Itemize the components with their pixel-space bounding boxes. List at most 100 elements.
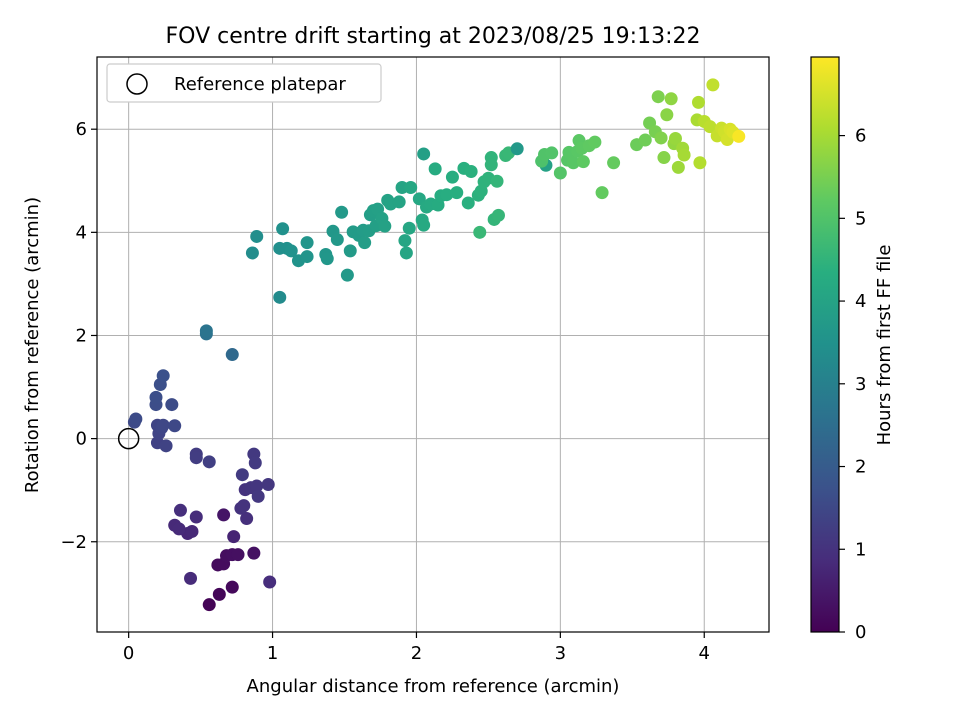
- data-point: [149, 390, 163, 404]
- data-point: [225, 348, 239, 362]
- data-point: [654, 131, 668, 145]
- chart-title: FOV centre drift starting at 2023/08/25 …: [166, 24, 701, 49]
- data-point: [165, 398, 179, 412]
- colorbar-gradient: [810, 56, 840, 633]
- data-point: [553, 166, 567, 180]
- data-point: [225, 580, 239, 594]
- data-point: [595, 186, 609, 200]
- data-point: [276, 222, 290, 236]
- data-point: [250, 229, 264, 243]
- data-point: [231, 548, 245, 562]
- data-point: [473, 225, 487, 239]
- data-point: [660, 108, 674, 122]
- data-point: [217, 508, 231, 522]
- data-point: [545, 146, 559, 160]
- data-point: [202, 455, 216, 469]
- data-point: [212, 587, 226, 601]
- data-point: [156, 369, 170, 383]
- data-point: [404, 180, 418, 194]
- data-point: [703, 120, 717, 134]
- data-point: [199, 324, 213, 338]
- data-point: [340, 268, 354, 282]
- x-tick-label: 0: [123, 643, 134, 664]
- x-tick-label: 4: [699, 643, 710, 664]
- data-point: [185, 524, 199, 538]
- plot-frame: [96, 56, 770, 633]
- data-point: [399, 246, 413, 260]
- colorbar-tick-label: 5: [855, 208, 866, 229]
- data-point: [300, 250, 314, 264]
- x-tick-label: 3: [555, 643, 566, 664]
- y-axis-label: Rotation from reference (arcmin): [22, 197, 43, 493]
- data-point: [247, 546, 261, 560]
- y-tick-label: 4: [76, 222, 87, 243]
- data-point: [358, 236, 372, 250]
- data-point: [417, 147, 431, 161]
- colorbar-tick-label: 2: [855, 457, 866, 478]
- data-point: [392, 195, 406, 209]
- data-point: [227, 530, 241, 544]
- colorbar-tick-label: 4: [855, 291, 866, 312]
- data-point: [273, 290, 287, 304]
- y-tick-label: 6: [76, 119, 87, 140]
- data-point: [464, 164, 478, 178]
- data-point: [706, 78, 720, 92]
- data-point: [402, 221, 416, 235]
- data-point: [173, 503, 187, 517]
- y-tick-label: 2: [76, 325, 87, 346]
- data-point: [651, 90, 665, 104]
- data-point: [248, 456, 262, 470]
- data-point: [263, 575, 277, 589]
- data-point: [172, 522, 186, 536]
- y-axis-ticks: −2 0 2 4 6: [60, 119, 97, 553]
- data-point: [732, 129, 746, 143]
- data-point: [417, 218, 431, 232]
- data-point: [491, 208, 505, 222]
- reference-platepar-marker: [117, 427, 140, 450]
- x-tick-label: 1: [267, 643, 278, 664]
- data-point: [450, 186, 464, 200]
- data-point: [184, 571, 198, 585]
- data-point: [168, 419, 182, 433]
- data-point: [664, 92, 678, 106]
- data-point: [261, 478, 275, 492]
- data-point: [428, 162, 442, 176]
- data-points: [117, 78, 746, 612]
- data-point: [343, 244, 357, 258]
- colorbar-tick-label: 6: [855, 126, 866, 147]
- data-point: [240, 512, 254, 526]
- data-point: [490, 174, 504, 188]
- data-point: [189, 510, 203, 524]
- data-point: [159, 439, 173, 453]
- data-point: [693, 156, 707, 170]
- colorbar-label: Hours from first FF file: [874, 245, 895, 446]
- data-point: [668, 131, 682, 145]
- data-point: [250, 479, 264, 493]
- data-point: [284, 244, 298, 258]
- data-point: [484, 158, 498, 172]
- legend-box: [106, 63, 382, 103]
- data-point: [657, 151, 671, 165]
- data-point: [156, 418, 170, 432]
- data-point: [330, 233, 344, 247]
- y-tick-label: 0: [76, 429, 87, 450]
- data-point: [245, 246, 259, 260]
- data-point: [251, 489, 265, 503]
- data-point: [202, 598, 216, 612]
- data-point: [691, 95, 705, 109]
- legend-marker-open-circle: [126, 73, 148, 95]
- x-axis-label: Angular distance from reference (arcmin): [247, 676, 620, 697]
- data-point: [398, 234, 412, 248]
- legend-label: Reference platepar: [174, 74, 346, 95]
- data-point: [638, 133, 652, 147]
- data-point: [320, 252, 334, 266]
- data-point: [335, 205, 349, 219]
- data-point: [607, 156, 621, 170]
- colorbar-tick-label: 3: [855, 374, 866, 395]
- data-point: [510, 142, 524, 156]
- legend: Reference platepar: [106, 63, 382, 103]
- data-point: [440, 188, 454, 202]
- data-point: [576, 155, 590, 169]
- data-point: [300, 236, 314, 250]
